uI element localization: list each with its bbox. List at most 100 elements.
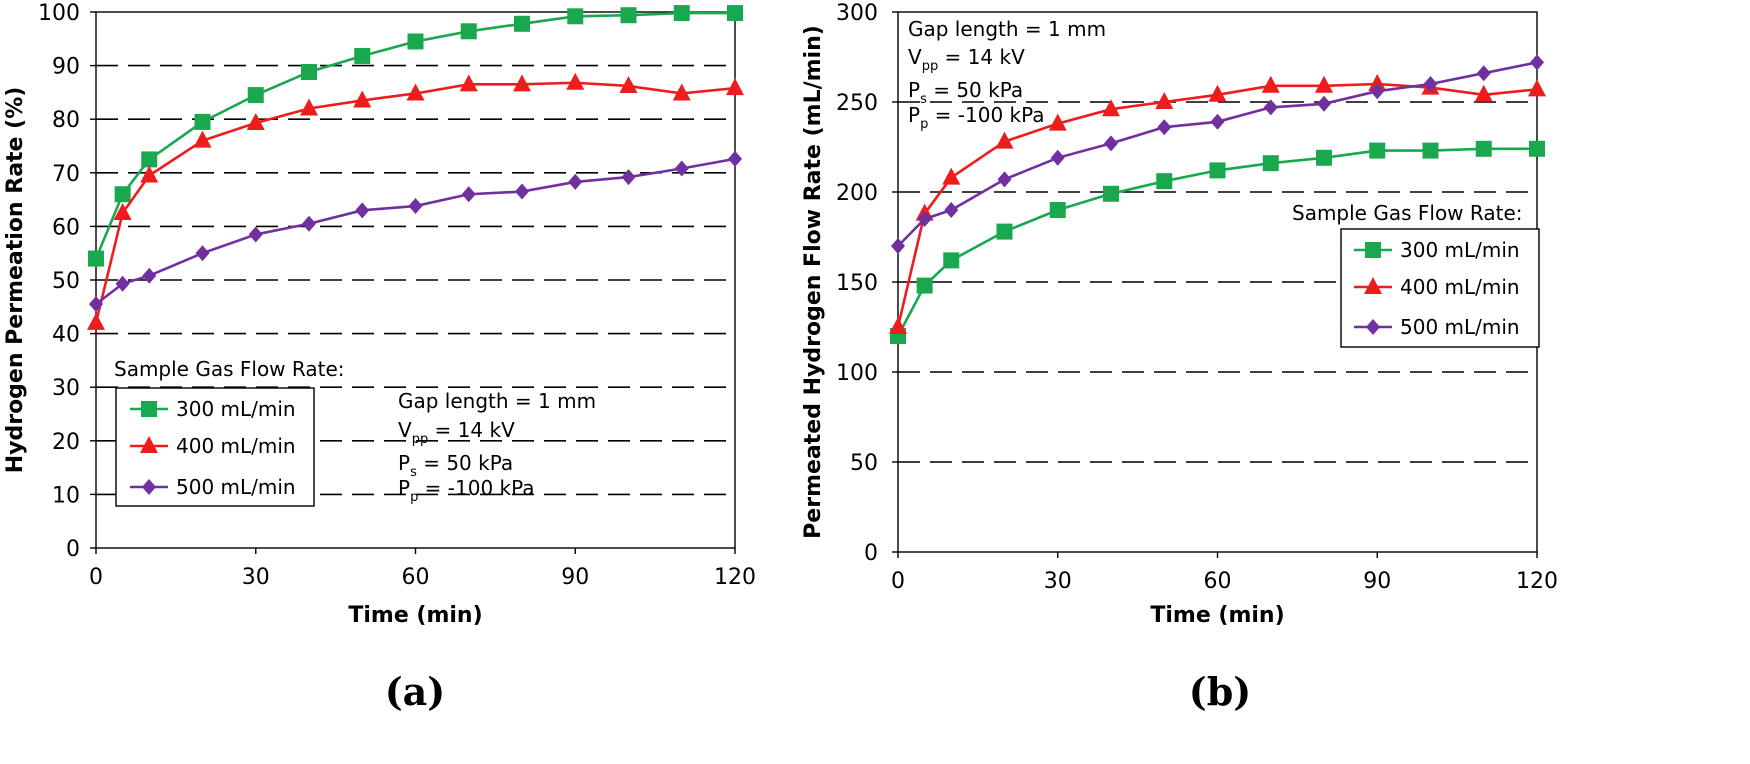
annotation-value: = 50 kPa — [417, 451, 513, 475]
data-point — [1476, 65, 1491, 82]
chart-panel-b: 0 50 100 150 200 250 300 0 30 60 90 120 Time (min) Pe… — [801, 1, 1558, 714]
annotation-subscript: pp — [412, 432, 429, 447]
data-point — [1263, 99, 1278, 116]
data-point — [619, 75, 638, 93]
annotation-symbol: V — [398, 418, 412, 442]
data-point — [566, 72, 585, 90]
data-point — [459, 74, 478, 92]
data-point — [246, 112, 265, 130]
annotation-value: = -100 kPa — [928, 103, 1044, 127]
y-tick-label: 250 — [836, 91, 878, 116]
series-500-ml-min — [891, 54, 1544, 254]
series-line — [94, 11, 735, 260]
legend-entry: 500 mL/min — [176, 475, 296, 499]
data-point — [996, 223, 1013, 240]
data-point — [1210, 113, 1225, 130]
data-point — [1370, 83, 1385, 100]
data-point — [515, 183, 529, 200]
y-tick-label: 50 — [52, 269, 80, 294]
annotation-line-2: Ps = 50 kPa — [398, 451, 513, 480]
legend: Sample Gas Flow Rate: 300 mL/min 400 mL/mi… — [114, 357, 345, 507]
x-tick-label: 90 — [561, 565, 589, 590]
annotation-line-3: Pp = -100 kPa — [908, 103, 1045, 132]
annotation-value: = -100 kPa — [418, 476, 534, 500]
data-point — [115, 275, 130, 292]
y-tick-label: 200 — [836, 181, 878, 206]
data-point — [1049, 202, 1066, 218]
legend-entry: 400 mL/min — [1400, 275, 1520, 299]
y-tick-label: 150 — [836, 271, 878, 296]
annotation-value: = 14 kV — [938, 45, 1025, 69]
annotation-subscript: s — [410, 465, 417, 480]
y-tick-label: 40 — [52, 323, 80, 348]
legend-title: Sample Gas Flow Rate: — [1292, 201, 1523, 225]
data-point — [353, 90, 372, 108]
data-point — [942, 167, 961, 185]
chart-panel-a: 0 10 20 30 40 50 60 70 80 90 100 0 30 60 90 120 Time (mi… — [3, 1, 756, 714]
y-tick-label: 90 — [52, 55, 80, 80]
data-point — [568, 173, 583, 190]
data-point — [461, 186, 476, 203]
data-point — [248, 226, 263, 243]
data-point — [89, 296, 103, 313]
x-tick-label: 60 — [402, 565, 430, 590]
data-point — [1104, 135, 1118, 152]
annotation-subscript: p — [920, 117, 928, 132]
annotation-line-1: Vpp = 14 kV — [398, 418, 515, 447]
legend-marker — [141, 401, 157, 417]
data-point — [194, 113, 211, 130]
data-point — [1209, 162, 1226, 179]
annotation-line-0: Gap length = 1 mm — [908, 17, 1106, 41]
data-point — [917, 211, 932, 227]
annotation-symbol: P — [908, 103, 920, 127]
x-tick-label: 0 — [89, 565, 103, 590]
data-point — [916, 277, 933, 294]
data-point — [1315, 75, 1333, 93]
series-300-ml-min — [88, 5, 743, 267]
data-point — [140, 165, 159, 183]
data-point — [620, 7, 637, 24]
x-tick-label: 30 — [1044, 569, 1072, 594]
legend-entry: 500 mL/min — [1400, 315, 1520, 339]
y-tick-label: 70 — [52, 162, 80, 187]
annotation-line-1: Vpp = 14 kV — [908, 45, 1025, 74]
data-point — [1155, 92, 1174, 109]
data-point — [728, 150, 742, 167]
annotation-value: = 14 kV — [428, 418, 515, 442]
legend: Sample Gas Flow Rate: 300 mL/min 400 mL/mi… — [1292, 201, 1540, 348]
data-point — [302, 215, 316, 232]
legend-entry: 300 mL/min — [176, 397, 296, 421]
series-line — [896, 147, 1537, 337]
data-point — [1262, 155, 1279, 172]
data-point — [301, 64, 317, 81]
annotation-symbol: P — [398, 476, 410, 500]
annotation-subscript: pp — [922, 59, 939, 74]
data-point — [408, 198, 423, 215]
legend-marker — [1364, 277, 1382, 294]
panel-label: (b) — [1189, 669, 1252, 714]
data-point — [891, 238, 905, 254]
x-tick-label: 30 — [242, 565, 270, 590]
y-axis-label: Hydrogen Permeation Rate (%) — [3, 87, 28, 474]
data-point — [674, 160, 689, 177]
y-tick-label: 300 — [836, 1, 878, 26]
data-point — [1529, 140, 1545, 157]
data-point — [889, 317, 907, 334]
data-point — [195, 245, 210, 262]
y-tick-label: 80 — [52, 108, 80, 133]
data-point — [1317, 95, 1331, 112]
data-point — [141, 151, 158, 168]
data-point — [460, 23, 477, 40]
y-tick-label: 50 — [850, 451, 878, 476]
x-axis-label: Time (min) — [348, 603, 482, 628]
series-400-ml-min — [87, 72, 744, 330]
data-point — [727, 5, 743, 22]
data-point — [354, 47, 371, 64]
legend-title: Sample Gas Flow Rate: — [114, 357, 345, 381]
y-tick-label: 100 — [38, 1, 80, 26]
y-tick-label: 60 — [52, 215, 80, 240]
data-point — [1530, 54, 1544, 71]
